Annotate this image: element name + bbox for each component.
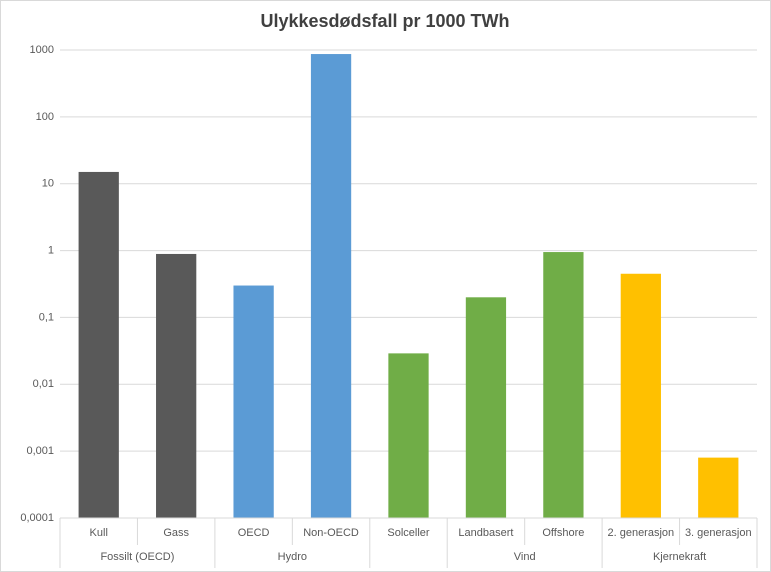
x-tick-label: Offshore bbox=[542, 527, 584, 539]
group-label: Hydro bbox=[278, 551, 307, 563]
x-tick-label: OECD bbox=[238, 527, 270, 539]
bar bbox=[156, 253, 197, 518]
bar bbox=[465, 297, 507, 518]
x-tick-label: Landbasert bbox=[458, 527, 513, 539]
y-tick-label: 1000 bbox=[30, 44, 54, 56]
group-label: Vind bbox=[514, 551, 536, 563]
bar bbox=[388, 353, 429, 518]
x-tick-label: Kull bbox=[90, 527, 108, 539]
bar bbox=[78, 171, 119, 518]
bar bbox=[620, 273, 661, 518]
x-tick-label: Solceller bbox=[387, 527, 430, 539]
x-tick-label: Non-OECD bbox=[303, 527, 359, 539]
bar bbox=[233, 285, 274, 518]
y-tick-label: 0,001 bbox=[26, 445, 54, 457]
y-tick-label: 0,0001 bbox=[20, 512, 54, 524]
y-tick-label: 100 bbox=[36, 111, 54, 123]
bar bbox=[698, 457, 739, 518]
bar bbox=[543, 252, 584, 518]
y-tick-label: 0,1 bbox=[39, 311, 54, 323]
bar bbox=[310, 54, 352, 518]
x-tick-label: 2. generasjon bbox=[607, 527, 674, 539]
chart-title: Ulykkesdødsfall pr 1000 TWh bbox=[260, 11, 509, 31]
y-tick-label: 10 bbox=[42, 178, 54, 190]
group-label: Kjernekraft bbox=[653, 551, 706, 563]
x-tick-label: Gass bbox=[163, 527, 189, 539]
y-tick-label: 0,01 bbox=[33, 378, 54, 390]
y-tick-label: 1 bbox=[48, 244, 54, 256]
x-tick-label: 3. generasjon bbox=[685, 527, 752, 539]
group-label: Fossilt (OECD) bbox=[100, 551, 174, 563]
